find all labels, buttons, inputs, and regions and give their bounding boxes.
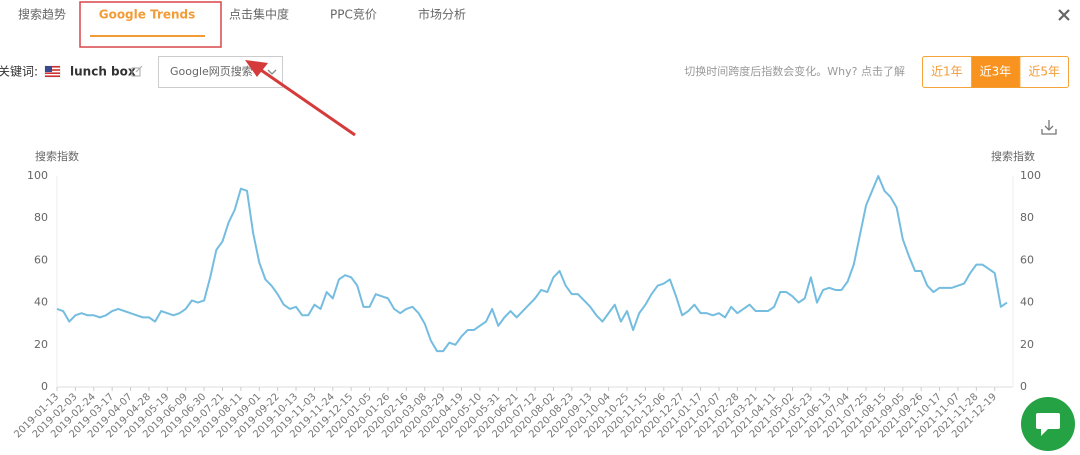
y-tick-label: 0 (41, 380, 48, 393)
y2-tick-label: 100 (1020, 169, 1041, 182)
y2-tick-label: 40 (1020, 296, 1034, 309)
us-flag (44, 65, 61, 78)
plot: 0204060801000204060801002019-01-132019-0… (12, 169, 1041, 440)
range-button[interactable]: 近3年 (980, 65, 1012, 79)
chat-button[interactable] (1021, 397, 1075, 451)
tab[interactable]: 搜索趋势 (18, 7, 66, 22)
y2-tick-label: 80 (1020, 211, 1034, 224)
select-value: Google网页搜索 (170, 64, 253, 78)
y-tick-label: 100 (27, 169, 48, 182)
range-button-active-bg (971, 56, 1020, 88)
tab[interactable]: 点击集中度 (229, 7, 289, 22)
external-link-icon[interactable] (131, 65, 143, 77)
tab[interactable]: 市场分析 (418, 7, 466, 22)
range-buttons: 近1年 近3年 近5年 (922, 56, 1069, 88)
y-axis-title: 搜索指数 (35, 149, 79, 163)
hint-note[interactable]: 切换时间跨度后指数会变化。Why? 点击了解 (684, 64, 905, 78)
keyword-label: 关键词: (0, 65, 38, 79)
y-tick-label: 80 (34, 211, 48, 224)
trend-line (56, 175, 1008, 353)
tab[interactable]: PPC竞价 (330, 8, 377, 22)
tab[interactable]: Google Trends (99, 8, 196, 22)
annotation-arrow (245, 60, 356, 137)
download-icon[interactable] (1041, 120, 1057, 135)
y-tick-label: 60 (34, 253, 48, 266)
y-tick-label: 40 (34, 296, 48, 309)
tab-bar: 搜索趋势 Google Trends 点击集中度 PPC竞价 市场分析 (18, 1, 466, 48)
y2-tick-label: 60 (1020, 253, 1034, 266)
y2-tick-label: 0 (1020, 380, 1027, 393)
highlight-box (79, 1, 222, 48)
range-button[interactable]: 近5年 (1028, 65, 1060, 79)
close-button[interactable] (1058, 9, 1070, 21)
keyword: lunch box (70, 65, 136, 79)
y-tick-label: 20 (34, 338, 48, 351)
y2-tick-label: 20 (1020, 338, 1034, 351)
range-button[interactable]: 近1年 (931, 65, 963, 79)
y2-axis-title: 搜索指数 (991, 149, 1035, 163)
